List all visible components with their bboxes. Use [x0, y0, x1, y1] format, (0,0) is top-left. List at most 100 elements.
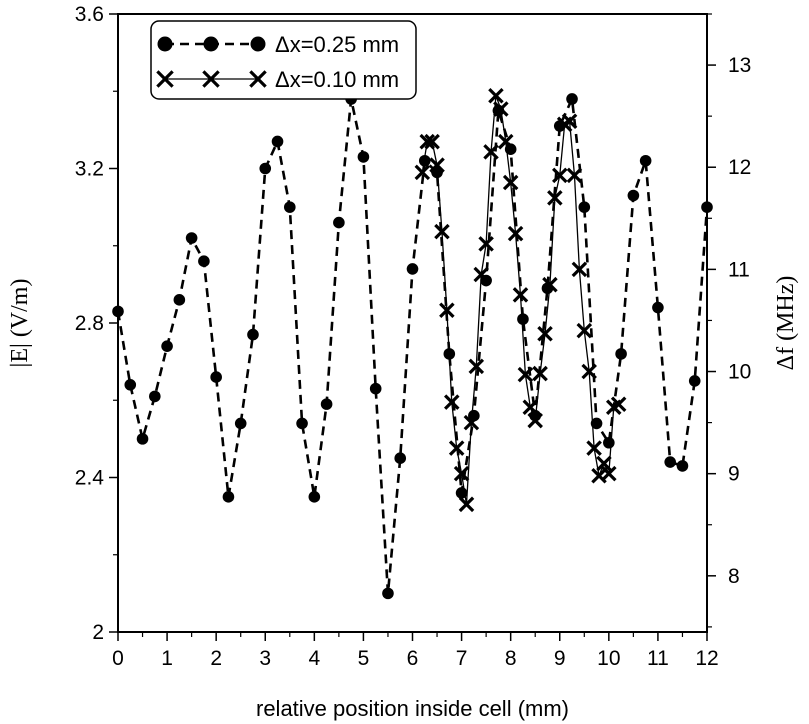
x-marker-stroke: [419, 133, 435, 150]
data-point-x: [493, 101, 509, 117]
x-marker-stroke: [537, 325, 553, 342]
legend-label-dx-010: Δx=0.10 mm: [275, 67, 399, 92]
x-marker-stroke: [483, 144, 499, 160]
x-tick-label: 8: [505, 647, 517, 670]
data-point-x: [566, 167, 583, 184]
data-point-circle: [603, 436, 615, 449]
x-marker-stroke: [497, 133, 514, 150]
x-marker-stroke: [463, 414, 480, 431]
y-right-tick-label: 10: [728, 361, 751, 384]
x-marker-stroke: [458, 496, 475, 513]
data-point-circle: [136, 433, 149, 445]
data-point-x: [488, 87, 504, 104]
y-right-tick-label: 8: [728, 565, 740, 588]
data-point-x: [610, 396, 627, 412]
data-point-circle: [639, 154, 652, 167]
legend-label-dx-025: Δx=0.25 mm: [275, 32, 399, 57]
data-point-circle: [406, 263, 419, 275]
data-point-circle: [234, 417, 247, 430]
x-marker-stroke: [507, 225, 524, 242]
y-left-tick-label: 2: [92, 621, 104, 644]
plot-frame: [117, 13, 708, 633]
data-point-x: [468, 358, 485, 375]
x-marker-stroke: [542, 276, 558, 293]
data-point-x: [458, 496, 475, 513]
data-point-x: [502, 174, 519, 191]
data-point-x: [453, 465, 470, 482]
data-point-circle: [394, 452, 407, 464]
x-tick-label: 9: [554, 647, 566, 670]
data-point-x: [429, 157, 445, 173]
data-point-circle: [198, 255, 210, 267]
x-tick-label: 4: [308, 647, 320, 670]
x-tick-label: 11: [647, 647, 669, 670]
data-point-circle: [627, 189, 640, 202]
x-marker-stroke: [493, 101, 509, 117]
x-marker-stroke: [586, 440, 602, 456]
data-point-circle: [382, 587, 394, 600]
data-point-circle: [590, 417, 603, 430]
data-point-circle: [652, 301, 664, 314]
data-point-x: [586, 440, 602, 456]
x-marker-stroke: [522, 399, 539, 416]
x-marker-stroke: [561, 113, 578, 130]
legend-circle-marker: [157, 36, 173, 52]
data-point-x: [551, 167, 568, 184]
legend-circle-marker: [203, 36, 219, 52]
x-tick-label: 10: [597, 647, 620, 670]
data-point-circle: [369, 382, 382, 395]
x-marker-stroke: [581, 363, 597, 380]
y-left-tick-label: 3.6: [75, 3, 104, 26]
x-tick-label: 6: [407, 647, 419, 670]
data-point-x: [596, 455, 612, 472]
data-point-x: [537, 325, 553, 342]
y-left-axis-title: |E| (V/m): [7, 279, 33, 368]
data-point-circle: [566, 93, 578, 105]
legend-circle-marker: [250, 36, 266, 52]
x-marker-stroke: [512, 287, 529, 303]
data-point-circle: [283, 201, 296, 213]
data-point-x: [547, 190, 563, 206]
data-point-circle: [333, 216, 345, 229]
x-tick-label: 7: [456, 647, 468, 670]
x-marker-stroke: [576, 322, 593, 339]
data-point-x: [532, 365, 548, 382]
data-point-circle: [149, 390, 161, 403]
x-marker-stroke: [547, 190, 563, 206]
y-right-tick-label: 11: [728, 258, 750, 281]
y-left-tick-label: 2.8: [75, 312, 104, 335]
data-point-x: [424, 133, 440, 150]
x-marker-stroke: [444, 394, 460, 410]
data-point-x: [473, 266, 489, 283]
data-point-x: [601, 465, 617, 482]
x-marker-stroke: [596, 455, 612, 472]
data-point-circle: [259, 162, 272, 175]
data-point-x: [439, 302, 455, 318]
data-point-x: [517, 366, 534, 383]
x-tick-label: 2: [210, 647, 222, 670]
data-point-x: [497, 133, 514, 150]
data-point-x: [542, 276, 558, 293]
x-tick-label: 3: [259, 647, 271, 670]
data-point-x: [576, 322, 593, 339]
x-marker-stroke: [424, 133, 440, 150]
x-marker-stroke: [249, 70, 267, 88]
x-marker-stroke: [453, 465, 470, 482]
x-tick-label: 0: [112, 647, 124, 670]
legend-sample-circle-dashed: [157, 36, 266, 52]
x-marker-stroke: [478, 236, 494, 252]
data-point-circle: [124, 379, 137, 391]
x-marker-stroke: [429, 157, 445, 173]
data-point-x: [571, 261, 588, 278]
legend-x-marker: [202, 70, 220, 88]
data-point-x: [527, 412, 543, 429]
data-point-circle: [247, 328, 259, 341]
y-right-tick-label: 13: [728, 54, 751, 77]
x-marker-stroke: [434, 223, 450, 240]
x-tick-label: 1: [161, 647, 173, 670]
x-marker-stroke: [439, 302, 455, 318]
data-point-x: [419, 133, 435, 150]
x-axis-title: relative position inside cell (mm): [256, 696, 569, 721]
data-point-circle: [357, 151, 370, 163]
